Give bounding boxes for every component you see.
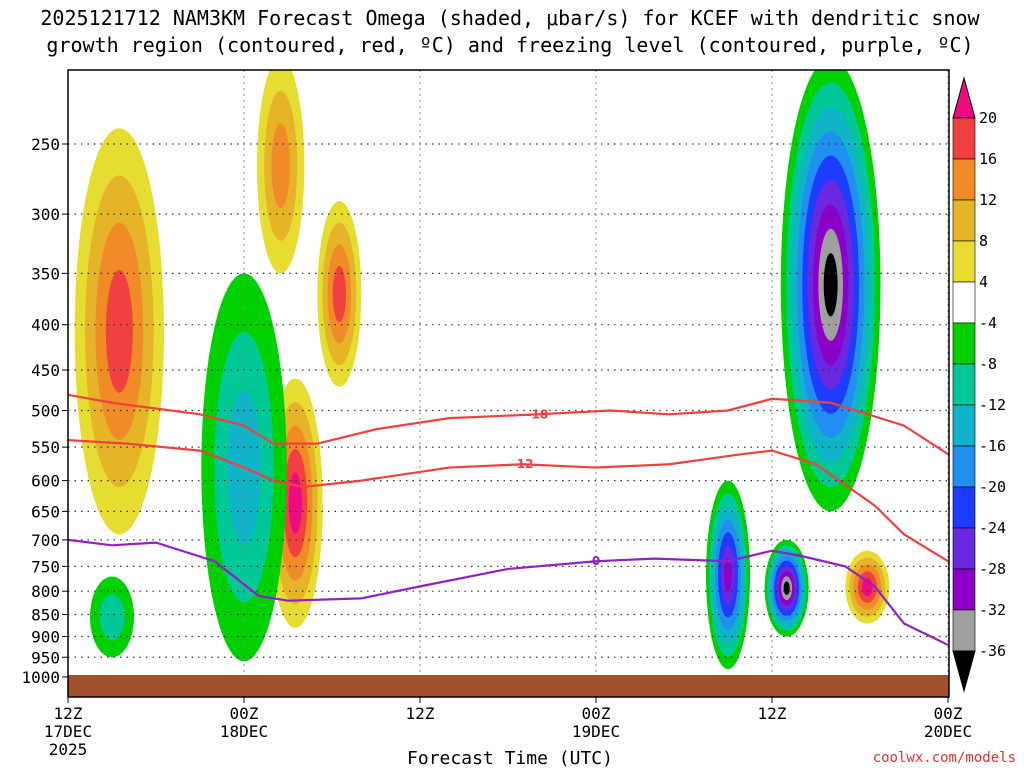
x-tick-year-0: 2025	[49, 740, 88, 759]
y-tick-label-1000: 1000	[21, 668, 60, 687]
y-tick-label-700: 700	[31, 531, 60, 550]
y-tick-label-500: 500	[31, 402, 60, 421]
omega-shade-7-8	[823, 253, 838, 317]
contour--12	[68, 438, 949, 563]
y-tick-label-300: 300	[31, 205, 60, 224]
x-tick-label-24: 12Z	[406, 704, 435, 723]
contour-label-0: 0	[592, 554, 600, 568]
contour-label--18: -18	[526, 407, 548, 421]
x-axis-label: Forecast Time (UTC)	[407, 748, 613, 768]
colorbar-label-10: -24	[979, 519, 1006, 537]
y-tick-label-350: 350	[31, 264, 60, 283]
y-tick-label-250: 250	[31, 135, 60, 154]
omega-shade-8-8	[783, 581, 790, 595]
colorbar-label-7: -12	[979, 396, 1006, 414]
omega-shade-1-4	[288, 472, 303, 534]
credit-text: coolwx.com/models	[873, 750, 1016, 766]
x-tick-date-12: 18DEC	[220, 722, 268, 741]
colorbar-band-10	[952, 527, 976, 570]
gridlines	[68, 70, 949, 697]
y-tick-label-750: 750	[31, 557, 60, 576]
x-tick-label-48: 12Z	[758, 704, 787, 723]
y-tick-label-550: 550	[31, 438, 60, 457]
colorbar-label-13: -36	[979, 642, 1006, 660]
y-axis: 250 300 350 400 450 500 550 600 650 700 750 800 850 9…	[21, 135, 68, 687]
colorbar-label-3: 8	[979, 232, 988, 250]
omega-shading	[74, 70, 890, 670]
colorbar-band-3	[952, 240, 976, 283]
y-tick-label-600: 600	[31, 472, 60, 491]
plot-frame	[67, 69, 950, 698]
colorbar-label-4: 4	[979, 273, 988, 291]
contour-lines: -18 -12 0	[68, 393, 949, 646]
colorbar-band-9	[952, 486, 976, 529]
y-tick-label-850: 850	[31, 606, 60, 625]
colorbar-band-1	[952, 158, 976, 201]
x-tick-date-36: 19DEC	[572, 722, 620, 741]
colorbar-band-5	[952, 322, 976, 365]
ground-surface	[68, 675, 949, 697]
colorbar: 20 16 12 8 4 -4 -8 -12 -16 -20 -24 -28 -32 -36	[952, 76, 1006, 693]
colorbar-label-0: 20	[979, 109, 997, 127]
chart-title-line2: growth region (contoured, red, ºC) and f…	[46, 33, 973, 57]
colorbar-label-12: -32	[979, 601, 1006, 619]
colorbar-band-7	[952, 404, 976, 447]
colorbar-band-6	[952, 363, 976, 406]
omega-shade-5-1	[99, 594, 125, 640]
colorbar-label-8: -16	[979, 437, 1006, 455]
x-tick-label-0: 12Z	[54, 704, 83, 723]
colorbar-top-arrow	[952, 76, 976, 119]
colorbar-band-11	[952, 568, 976, 611]
omega-shade-6-6	[724, 558, 732, 592]
y-tick-label-450: 450	[31, 361, 60, 380]
colorbar-band-4	[952, 281, 976, 324]
contour-label--12: -12	[512, 457, 534, 471]
plot-area: -18 -12 0	[68, 70, 949, 697]
y-tick-label-800: 800	[31, 582, 60, 601]
y-tick-label-900: 900	[31, 627, 60, 646]
colorbar-band-12	[952, 609, 976, 652]
omega-shade-2-3	[332, 265, 346, 322]
x-tick-label-36: 00Z	[582, 704, 611, 723]
x-tick-label-60: 00Z	[934, 704, 963, 723]
colorbar-label-2: 12	[979, 191, 997, 209]
colorbar-band-8	[952, 445, 976, 488]
colorbar-bottom-arrow	[952, 650, 976, 693]
colorbar-label-9: -20	[979, 478, 1006, 496]
colorbar-label-1: 16	[979, 150, 997, 168]
y-tick-label-650: 650	[31, 502, 60, 521]
contour-0	[68, 538, 949, 646]
omega-shade-3-2	[271, 123, 290, 209]
colorbar-band-0	[952, 117, 976, 160]
chart-title-line1: 2025121712 NAM3KM Forecast Omega (shaded…	[40, 6, 980, 30]
omega-shade-0-3	[105, 269, 133, 393]
x-tick-label-12: 00Z	[230, 704, 259, 723]
x-tick-date-0: 17DEC	[44, 722, 92, 741]
x-tick-date-60: 20DEC	[924, 722, 972, 741]
colorbar-label-5: -4	[979, 314, 997, 332]
colorbar-label-6: -8	[979, 355, 997, 373]
contour--18	[68, 393, 949, 455]
colorbar-band-2	[952, 199, 976, 242]
y-tick-label-950: 950	[31, 648, 60, 667]
colorbar-label-11: -28	[979, 560, 1006, 578]
y-tick-label-400: 400	[31, 316, 60, 335]
